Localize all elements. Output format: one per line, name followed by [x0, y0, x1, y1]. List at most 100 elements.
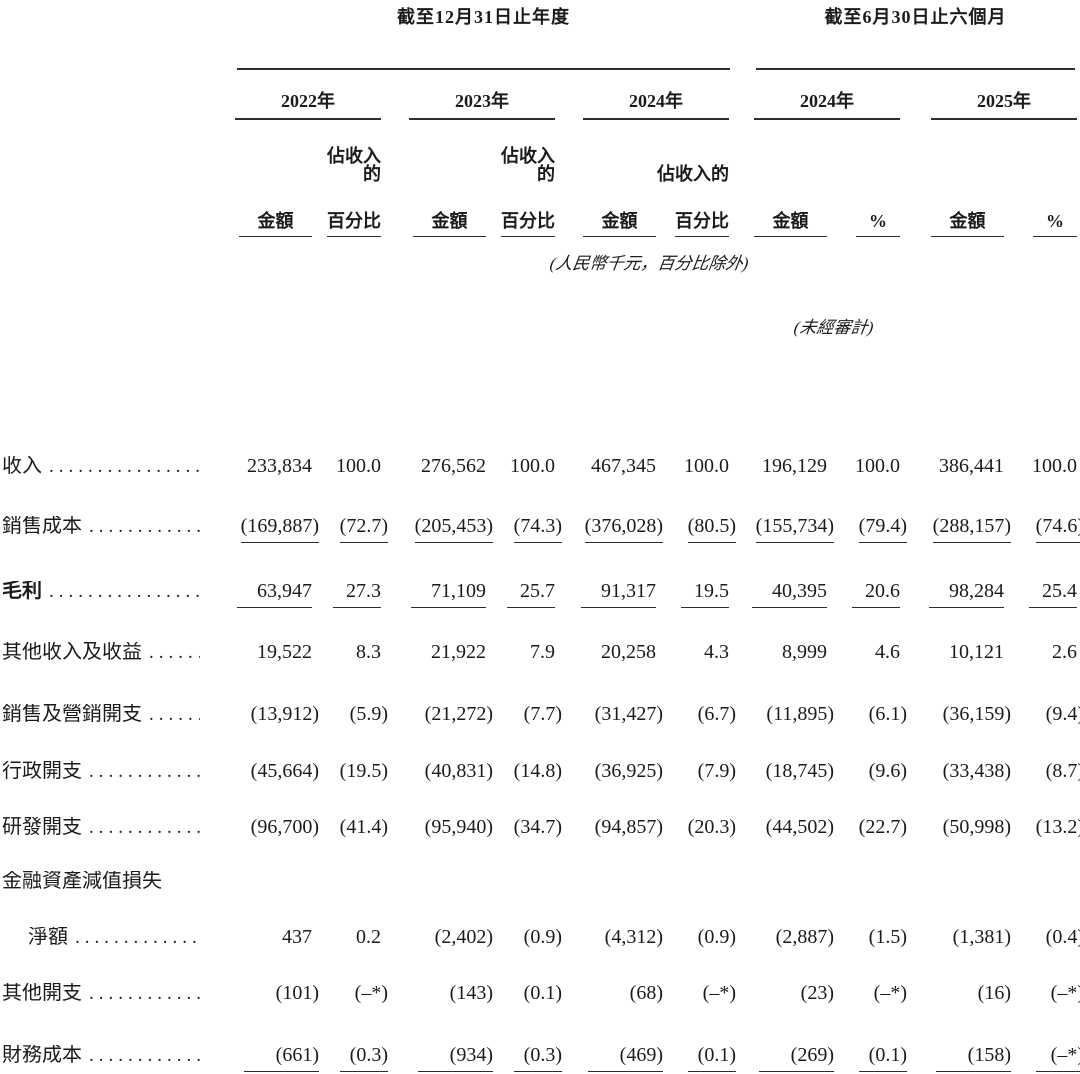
- cell-value: (101): [275, 982, 319, 1004]
- cell-value: 4.6: [875, 641, 900, 663]
- cell-value: (–*): [1036, 1045, 1080, 1072]
- dot-leader: ........................................: [149, 643, 200, 662]
- table-row: 研發開支....................................…: [2, 791, 1080, 847]
- amount-cell: (16): [900, 957, 1011, 1013]
- pct-cell: (9.6): [827, 734, 907, 791]
- cell-value: (13.2): [1035, 816, 1080, 838]
- pct-cell: (34.7): [486, 791, 562, 847]
- row-label-cell: 毛利......................................…: [2, 545, 214, 610]
- spacer-cell: [2, 366, 1077, 422]
- amount-cell: (2,402): [381, 901, 493, 957]
- cell-value: (96,700): [250, 816, 319, 838]
- cell-value: (6.7): [697, 703, 736, 725]
- table-row: 淨額......................................…: [2, 901, 1080, 957]
- cell-value: (–*): [1050, 982, 1080, 1004]
- table-row: 銷售成本....................................…: [2, 486, 1080, 545]
- pct-cell: 2.6: [1004, 610, 1077, 672]
- cell-value: (36,925): [594, 760, 663, 782]
- pct-header: 百分比: [312, 185, 381, 247]
- empty-cell: [2, 70, 214, 127]
- cell-value: 25.4: [1029, 581, 1077, 608]
- cell-value: 2.6: [1052, 641, 1077, 663]
- cell-value: (155,734): [755, 516, 834, 543]
- amount-cell: 40,395: [729, 545, 827, 610]
- financial-summary-table: 截至12月31日止年度 截至6月30日止六個月 2022年 2023年 2024…: [2, 6, 1080, 1074]
- cell-value: (0.9): [523, 926, 562, 948]
- cell-value: (36,159): [942, 703, 1011, 725]
- pct-cell: (74.3): [486, 486, 562, 545]
- cell-value: (205,453): [414, 516, 493, 543]
- table-row: 其他收入及收益.................................…: [2, 610, 1077, 672]
- pct-cell: (1.5): [827, 901, 907, 957]
- pct-cell: (0.3): [486, 1013, 562, 1074]
- amount-cell: (23): [729, 957, 834, 1013]
- cell-value: (31,427): [594, 703, 663, 725]
- amount-cell: (169,887): [214, 486, 319, 545]
- cell-value: (13,912): [250, 703, 319, 725]
- amount-cell: (18,745): [729, 734, 834, 791]
- pct-symbol-header: %: [1004, 185, 1077, 247]
- cell-value: (16): [977, 982, 1011, 1004]
- pct-cell: 7.9: [486, 610, 555, 672]
- unaudited-note: (未經審計): [792, 318, 875, 337]
- cell-value: (288,157): [932, 516, 1011, 543]
- pct-cell: (14.8): [486, 734, 562, 791]
- amount-cell: (40,831): [381, 734, 493, 791]
- pct-cell: 25.4: [1004, 545, 1077, 610]
- year-label: 2023年: [455, 91, 509, 111]
- empty-cell: [2, 127, 214, 185]
- amount-cell: (1,381): [900, 901, 1011, 957]
- cell-value: (661): [244, 1045, 319, 1072]
- amount-cell: (36,925): [555, 734, 663, 791]
- pct-caption: 佔收入的: [501, 146, 555, 184]
- cell-value: (45,664): [250, 760, 319, 782]
- row-label: 行政開支: [2, 761, 82, 781]
- amount-cell: (661): [214, 1013, 319, 1074]
- cell-value: (0.1): [688, 1045, 736, 1072]
- pct-cell: [486, 847, 555, 901]
- cell-value: (23): [800, 982, 834, 1004]
- unaudited-note-row: (未經審計): [2, 309, 1077, 366]
- interim-period-title: 截至6月30日止六個月: [824, 7, 1007, 27]
- cell-value: (34.7): [513, 816, 562, 838]
- year-col-2025-interim: 2025年: [900, 70, 1077, 127]
- cell-value: (40,831): [424, 760, 493, 782]
- pct-cell: (0.9): [656, 901, 736, 957]
- amount-cell: (44,502): [729, 791, 834, 847]
- row-label: 銷售及營銷開支: [2, 704, 142, 724]
- cell-value: 437: [282, 926, 312, 948]
- cell-value: 100.0: [510, 455, 555, 477]
- cell-value: 98,284: [929, 581, 1004, 608]
- cell-value: (41.4): [339, 816, 388, 838]
- cell-value: (72.7): [339, 516, 388, 543]
- row-label: 其他收入及收益: [2, 642, 142, 662]
- cell-value: 20.6: [852, 581, 900, 608]
- pct-cell: (0.1): [827, 1013, 907, 1074]
- cell-value: 21,922: [431, 641, 486, 663]
- amount-cell: [729, 847, 827, 901]
- cell-value: (9.4): [1045, 703, 1080, 725]
- cell-value: (22.7): [858, 816, 907, 838]
- cell-value: (–*): [354, 982, 388, 1004]
- pct-caption-row: 佔收入的 佔收入的 佔收入的: [2, 127, 1077, 185]
- pct-cell: (0.9): [486, 901, 562, 957]
- unaudited-note-cell: (未經審計): [2, 309, 1077, 366]
- pct-cell: (–*): [827, 957, 907, 1013]
- pct-cell: (6.7): [656, 672, 736, 734]
- cell-value: 19,522: [257, 641, 312, 663]
- amount-cell: (934): [381, 1013, 493, 1074]
- amount-cell: (31,427): [555, 672, 663, 734]
- amount-cell: 196,129: [729, 422, 827, 486]
- cell-value: (95,940): [424, 816, 493, 838]
- cell-value: 100.0: [684, 455, 729, 477]
- row-label-cell: 金融資產減值損失: [2, 847, 214, 901]
- pct-cell: (–*): [1004, 957, 1080, 1013]
- amount-cell: (101): [214, 957, 319, 1013]
- cell-value: (143): [449, 982, 493, 1004]
- pct-caption: 佔收入的: [327, 146, 381, 184]
- amount-cell: 437: [214, 901, 312, 957]
- pct-header: 百分比: [486, 185, 555, 247]
- dot-leader: ........................................: [89, 818, 200, 837]
- amount-cell: (13,912): [214, 672, 319, 734]
- amount-cell: [900, 847, 1004, 901]
